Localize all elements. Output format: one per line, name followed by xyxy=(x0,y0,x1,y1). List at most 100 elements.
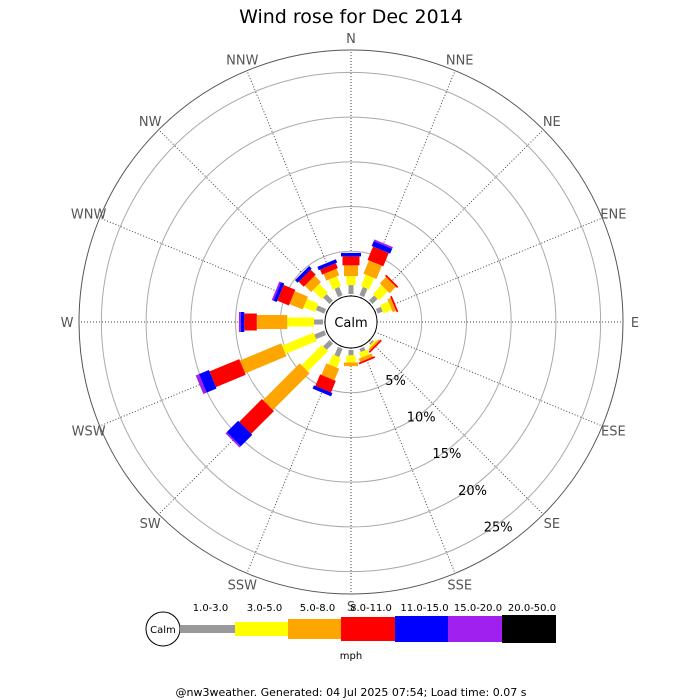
bar-wsw-bin-5 xyxy=(198,370,217,393)
bar-ne-bin-4 xyxy=(385,274,399,288)
grid-ring-4 xyxy=(145,116,557,528)
bar-wnw-bin-6 xyxy=(271,281,282,301)
legend-swatch-4 xyxy=(341,617,395,641)
direction-label-sw: SW xyxy=(140,517,161,532)
bar-ne-bin-2 xyxy=(372,285,388,301)
bar-ssw-bin-5 xyxy=(312,385,333,397)
ring-label-3: 15% xyxy=(432,447,461,462)
legend-swatch-6 xyxy=(448,616,502,642)
legend-swatch-2 xyxy=(235,622,288,636)
bar-nw-bin-2 xyxy=(312,283,329,300)
direction-label-nnw: NNW xyxy=(226,54,258,69)
direction-labels: N NNE NE ENE E ESE SE SSE S SSW SW WSW W WNW NW NNW xyxy=(61,32,640,615)
ring-label-5: 25% xyxy=(484,520,513,535)
spoke-nne xyxy=(360,70,456,299)
bar-nw-bin-3 xyxy=(304,275,321,292)
direction-label-ssw: SSW xyxy=(228,578,258,593)
legend-swatch-1 xyxy=(180,625,235,633)
bar-nne-bin-1 xyxy=(359,286,368,298)
footer-text: @nw3weather. Generated: 04 Jul 2025 07:5… xyxy=(176,686,527,699)
bar-sw-bin-4 xyxy=(239,399,274,434)
legend-label-7: 20.0-50.0 xyxy=(508,603,556,614)
bar-se-bin-4 xyxy=(368,339,382,353)
spoke-ese xyxy=(374,331,603,427)
chart-title: Wind rose for Dec 2014 xyxy=(239,6,463,28)
grid-ring-3 xyxy=(190,161,512,483)
bar-nw-bin-4 xyxy=(298,269,316,287)
direction-label-ene: ENE xyxy=(600,207,626,222)
bar-ene-bin-1 xyxy=(375,306,383,314)
bar-wnw-bin-3 xyxy=(289,291,308,310)
legend: Calm 1.0-3.0 3.0-5.0 5.0-8.0 8.0-11.0 11.0-1… xyxy=(145,603,556,662)
spoke-ssw xyxy=(246,345,342,574)
bar-nnw-bin-4 xyxy=(320,263,338,275)
ring-label-2: 10% xyxy=(407,411,436,426)
direction-label-sse: SSE xyxy=(447,578,472,593)
bar-wsw-bin-1 xyxy=(314,330,327,340)
bar-sw-bin-2 xyxy=(301,344,329,372)
bar-wsw-bin-3 xyxy=(239,343,287,374)
bar-ssw-bin-1 xyxy=(334,346,343,358)
legend-label-1: 1.0-3.0 xyxy=(193,603,228,614)
legend-label-5: 11.0-15.0 xyxy=(400,603,448,614)
wind-bars xyxy=(195,239,399,448)
grid-ring-2 xyxy=(235,206,467,438)
bar-nne-bin-4 xyxy=(367,246,389,267)
legend-swatch-3 xyxy=(288,619,341,639)
bar-ssw-bin-2 xyxy=(328,354,342,368)
bar-wnw-bin-1 xyxy=(315,305,327,314)
bar-sw-bin-5 xyxy=(226,420,253,447)
legend-calm-label: Calm xyxy=(150,625,176,636)
bar-ene-bin-3 xyxy=(387,297,397,313)
ring-label-1: 5% xyxy=(385,374,406,389)
bar-sw-bin-6 xyxy=(225,432,241,448)
bar-nw-bin-1 xyxy=(323,294,333,304)
bar-ne-bin-3 xyxy=(379,277,396,294)
direction-label-e: E xyxy=(631,316,639,331)
spoke-sse xyxy=(360,345,456,574)
direction-label-s: S xyxy=(347,600,355,615)
direction-label-nw: NW xyxy=(139,115,162,130)
bar-nnw-bin-3 xyxy=(323,268,340,281)
direction-label-se: SE xyxy=(544,517,560,532)
direction-label-wnw: WNW xyxy=(71,207,107,222)
legend-swatch-7 xyxy=(502,615,556,643)
legend-unit: mph xyxy=(340,651,362,662)
spoke-nw xyxy=(158,129,333,304)
direction-label-n: N xyxy=(346,32,356,47)
bar-nne-bin-6 xyxy=(373,239,393,249)
legend-label-4: 8.0-11.0 xyxy=(350,603,392,614)
bar-nnw-bin-2 xyxy=(328,276,342,290)
bar-nne-bin-5 xyxy=(371,241,393,254)
bar-wsw-bin-2 xyxy=(282,332,317,354)
grid-ring-5 xyxy=(100,71,602,573)
spoke-se xyxy=(369,340,544,515)
bar-ne-bin-1 xyxy=(369,295,378,304)
bar-ene-bin-4 xyxy=(390,295,399,313)
bar-se-bin-1 xyxy=(369,340,374,345)
bar-ssw-bin-3 xyxy=(321,363,340,381)
direction-label-nne: NNE xyxy=(446,54,474,69)
outer-ring xyxy=(78,49,624,595)
bar-nnw-bin-1 xyxy=(334,286,343,298)
spoke-wnw xyxy=(99,217,328,313)
ring-label-4: 20% xyxy=(458,484,487,499)
radial-grid xyxy=(78,49,624,595)
bar-wnw-bin-5 xyxy=(273,282,285,303)
ring-labels: 5% 10% 15% 20% 25% xyxy=(385,374,512,536)
bar-se-bin-3 xyxy=(368,339,380,351)
bar-sse-bin-3 xyxy=(358,353,373,363)
bar-wnw-bin-2 xyxy=(303,298,319,313)
direction-label-ese: ESE xyxy=(601,425,626,440)
calm-label: Calm xyxy=(334,316,367,331)
bar-wsw-bin-6 xyxy=(195,374,207,394)
bar-nw-bin-5 xyxy=(295,266,312,283)
calm-circle xyxy=(324,295,378,349)
bar-sw-bin-1 xyxy=(323,340,333,350)
bar-ssw-bin-4 xyxy=(315,374,336,393)
bar-sse-bin-1 xyxy=(359,346,366,353)
legend-items: 1.0-3.0 3.0-5.0 5.0-8.0 8.0-11.0 11.0-15.0 15… xyxy=(180,603,556,643)
spoke-nnw xyxy=(246,70,342,299)
bar-sse-bin-4 xyxy=(358,356,376,365)
